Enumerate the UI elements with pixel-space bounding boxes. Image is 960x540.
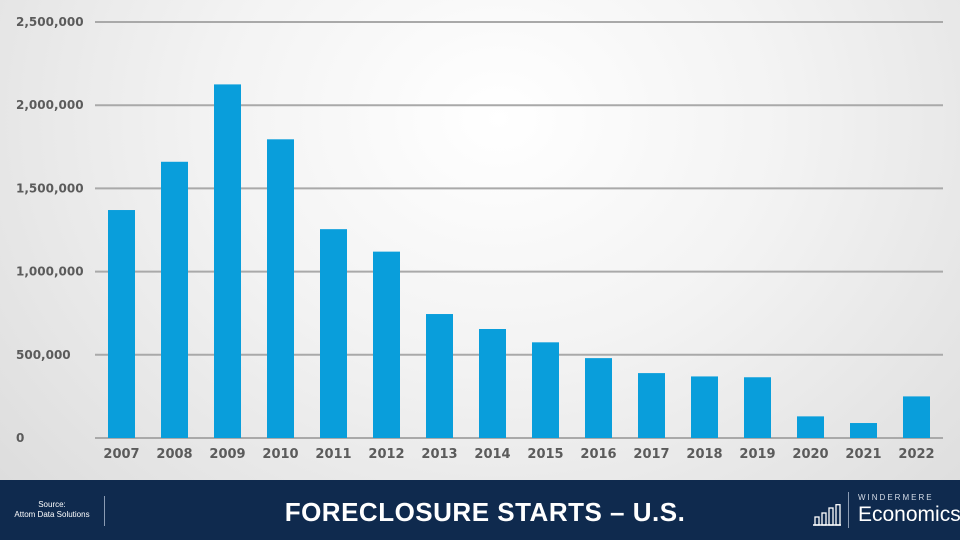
x-tick-label: 2012: [368, 447, 404, 462]
bar-2016: [585, 358, 612, 438]
bar-chart: 0 500,000 1,000,000 1,500,000 2,000,000 2,500…: [16, 15, 943, 462]
bar-chart-logo-icon: [813, 504, 841, 526]
bar-2009: [214, 84, 241, 439]
y-tick-label: 1,000,000: [16, 265, 84, 279]
y-tick-label: 500,000: [16, 348, 71, 362]
bar-2012: [373, 251, 400, 438]
x-tick-label: 2021: [845, 447, 881, 462]
x-tick-label: 2015: [527, 447, 563, 462]
bar-2010: [267, 139, 294, 438]
bar-2014: [479, 329, 506, 438]
bars: [108, 84, 930, 439]
bar-2020: [797, 416, 824, 438]
x-tick-label: 2007: [103, 447, 139, 462]
y-axis-ticks: 0 500,000 1,000,000 1,500,000 2,000,000 2,500…: [16, 15, 84, 445]
x-tick-label: 2008: [156, 447, 192, 462]
bar-2022: [903, 396, 930, 438]
slide-title: FORECLOSURE STARTS – U.S.: [284, 497, 686, 527]
bar-2011: [320, 229, 347, 438]
x-tick-label: 2020: [792, 447, 828, 462]
bar-2007: [108, 210, 135, 438]
y-tick-label: 1,500,000: [16, 181, 84, 195]
logo-wordmark-main: Economics: [858, 503, 960, 526]
x-tick-label: 2022: [898, 447, 934, 462]
x-tick-label: 2011: [315, 447, 351, 462]
x-tick-label: 2009: [209, 447, 245, 462]
source-note: Source: Attom Data Solutions: [8, 500, 96, 520]
y-tick-label: 2,500,000: [16, 15, 84, 29]
bar-2017: [638, 373, 665, 438]
x-axis-ticks: 2007 2008 2009 2010 2011 2012 2013 2014 2015 2016…: [103, 447, 934, 462]
source-name: Attom Data Solutions: [14, 510, 90, 519]
logo-divider: [848, 492, 849, 528]
x-tick-label: 2014: [474, 447, 510, 462]
windermere-economics-logo: WINDERMERE Economics: [812, 490, 960, 532]
x-tick-label: 2013: [421, 447, 457, 462]
y-tick-label: 0: [16, 431, 24, 445]
bar-2008: [161, 161, 188, 438]
y-tick-label: 2,000,000: [16, 98, 84, 112]
x-tick-label: 2017: [633, 447, 669, 462]
logo-wordmark-top: WINDERMERE: [858, 493, 934, 502]
source-label: Source:: [38, 500, 66, 509]
x-tick-label: 2016: [580, 447, 616, 462]
bar-2018: [691, 376, 718, 438]
source-divider: [104, 496, 105, 526]
footer-bar: Source: Attom Data Solutions FORECLOSURE…: [0, 480, 960, 540]
bar-2021: [850, 423, 877, 438]
bar-2015: [532, 342, 559, 438]
bar-2013: [426, 314, 453, 438]
x-tick-label: 2018: [686, 447, 722, 462]
x-tick-label: 2019: [739, 447, 775, 462]
x-tick-label: 2010: [262, 447, 298, 462]
bar-2019: [744, 377, 771, 438]
